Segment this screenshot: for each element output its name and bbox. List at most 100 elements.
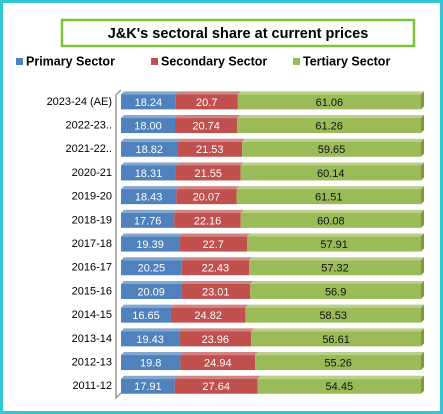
data-label: 20.7: [196, 97, 217, 109]
legend-label: Tertiary Sector: [303, 54, 390, 68]
data-label: 27.64: [202, 381, 230, 393]
data-label: 22.16: [194, 215, 222, 227]
legend-swatch: [151, 58, 158, 65]
bar-segment: [121, 307, 171, 323]
bar-depth: [251, 328, 424, 332]
bar-segment: [179, 331, 252, 347]
bar-segment: [180, 355, 256, 371]
bar-depth: [170, 304, 249, 308]
data-label: 60.14: [317, 168, 345, 180]
bar-segment: [242, 141, 421, 157]
y-tick-label: 2013-14: [72, 333, 112, 345]
bar-segment: [121, 94, 176, 110]
bar-segment: [240, 212, 421, 228]
bar-segment: [174, 378, 258, 394]
bar-depth: [121, 352, 184, 356]
y-tick-label: 2020-21: [72, 167, 112, 179]
bar-depth: [247, 233, 424, 237]
bar-depth: [245, 304, 424, 308]
bar-segment: [249, 260, 421, 276]
bar-depth: [181, 257, 253, 261]
y-tick-label: 2014-15: [72, 309, 112, 321]
bar-depth: [177, 138, 246, 142]
data-label: 60.08: [317, 215, 345, 227]
bar-end: [421, 138, 424, 157]
bar-segment: [257, 378, 421, 394]
bar-segment: [247, 236, 421, 252]
bar-end: [421, 186, 425, 205]
y-tick-label: 2012-13: [72, 356, 112, 368]
legend-swatch: [16, 58, 23, 65]
y-tick-label: 2016-17: [72, 262, 112, 274]
bar-segment: [236, 189, 422, 205]
bar-segment: [175, 94, 238, 110]
data-label: 20.25: [138, 263, 166, 275]
bar-end: [421, 352, 424, 371]
bar-depth: [121, 91, 179, 95]
data-label: 19.8: [140, 357, 161, 369]
data-label: 20.07: [193, 192, 221, 204]
bar-depth: [121, 138, 181, 142]
bar-depth: [250, 280, 424, 284]
bar-end: [421, 115, 424, 134]
y-tick-label: 2018-19: [72, 214, 112, 226]
bar-depth: [121, 162, 179, 166]
bar-depth: [121, 304, 174, 308]
bar-depth: [121, 257, 185, 261]
bar-depth: [237, 115, 424, 119]
bar-segment: [121, 118, 175, 134]
bar-segment: [179, 236, 248, 252]
bar-end: [421, 328, 424, 347]
data-label: 23.96: [201, 334, 229, 346]
bar-segment: [251, 331, 421, 347]
bar-end: [421, 304, 424, 323]
axis-line: [115, 89, 122, 400]
bar-depth: [121, 375, 178, 379]
bar-end: [421, 280, 424, 299]
data-label: 55.26: [324, 357, 352, 369]
bar-segment: [121, 378, 175, 394]
data-label: 24.82: [194, 310, 222, 322]
data-label: 56.61: [322, 334, 350, 346]
data-label: 61.51: [315, 192, 343, 204]
bar-end: [421, 91, 424, 110]
bar-segment: [121, 355, 181, 371]
bar-segment: [237, 118, 421, 134]
bar-depth: [121, 115, 178, 119]
bar-end: [421, 257, 424, 276]
data-label: 59.65: [318, 144, 346, 156]
data-label: 17.91: [134, 381, 162, 393]
data-label: 18.43: [135, 192, 163, 204]
y-tick-label: 2023-24 (AE): [47, 96, 112, 108]
data-label: 61.26: [315, 120, 343, 132]
bar-segment: [121, 236, 180, 252]
bar-depth: [242, 138, 424, 142]
bar-end: [421, 375, 424, 394]
bar-depth: [236, 186, 425, 190]
bar-segment: [174, 212, 241, 228]
bar-depth: [255, 352, 424, 356]
bar-segment: [170, 307, 246, 323]
data-label: 23.01: [202, 286, 230, 298]
bar-depth: [175, 91, 241, 95]
bar-segment: [175, 165, 241, 181]
bar-depth: [237, 91, 424, 95]
data-label: 20.09: [137, 286, 165, 298]
data-label: 61.06: [316, 97, 344, 109]
bar-segment: [121, 331, 180, 347]
bar-segment: [121, 260, 182, 276]
bar-end: [421, 233, 424, 252]
data-label: 56.9: [325, 286, 346, 298]
bar-depth: [121, 186, 180, 190]
data-label: 57.91: [320, 239, 348, 251]
title-box: [60, 18, 416, 48]
bar-depth: [121, 280, 185, 284]
bar-depth: [240, 162, 424, 166]
bar-depth: [174, 375, 261, 379]
data-label: 16.65: [132, 310, 160, 322]
bar-depth: [175, 162, 244, 166]
data-label: 18.31: [135, 168, 163, 180]
bar-segment: [175, 118, 238, 134]
bar-depth: [249, 257, 424, 261]
